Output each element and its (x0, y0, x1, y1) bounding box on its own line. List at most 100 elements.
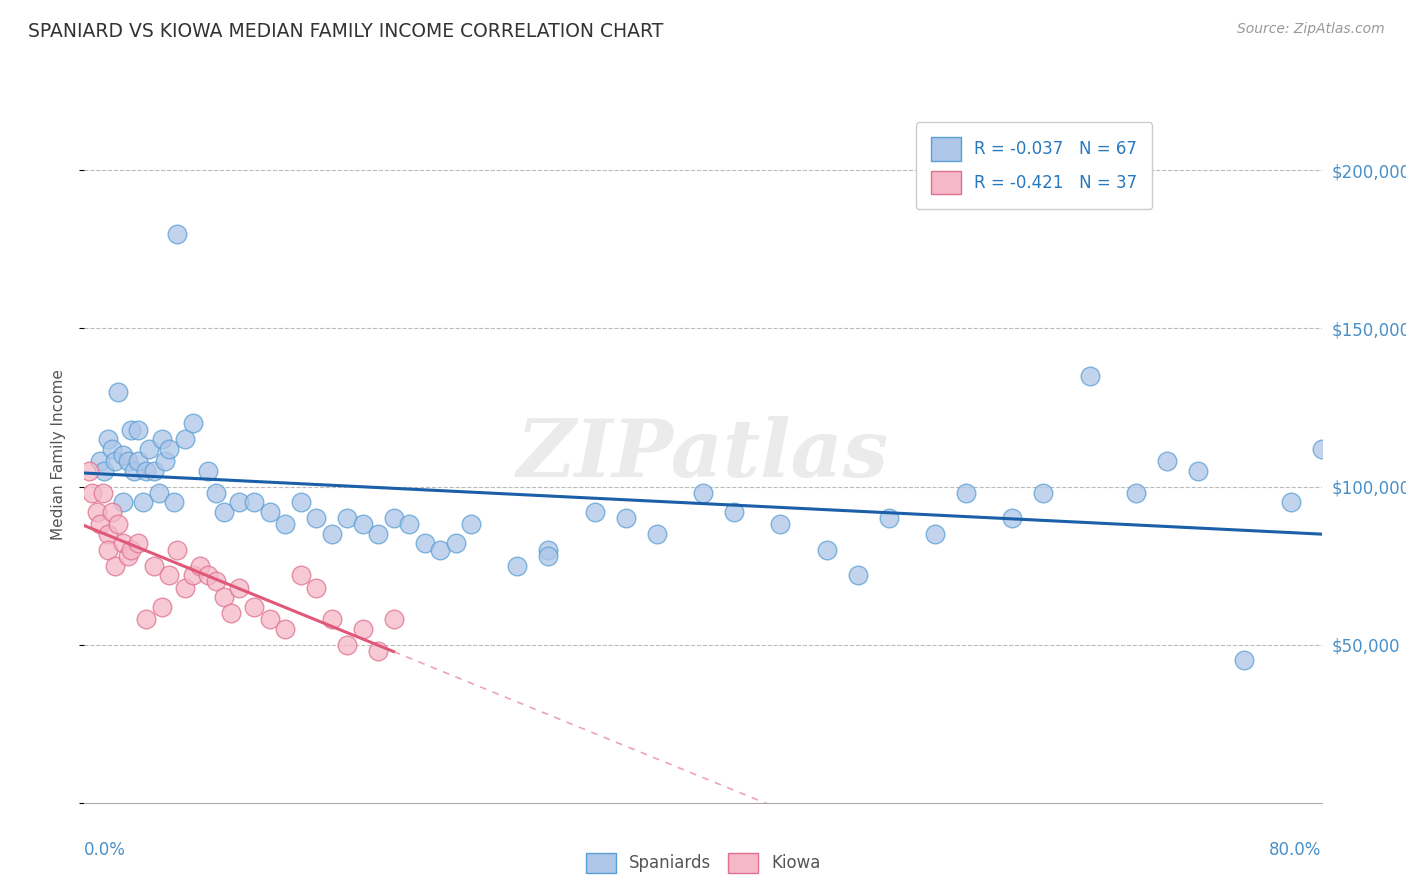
Point (107, 517, 129, 532)
Point (212, 505, 235, 519)
Point (86, 505, 108, 519)
Point (1233, 653, 1256, 667)
Point (1279, 495, 1302, 509)
Point (352, 517, 374, 532)
Point (163, 495, 186, 509)
Point (1001, 511, 1024, 525)
Point (429, 542, 451, 557)
Point (93, 464, 115, 478)
Point (197, 568, 219, 582)
Point (97, 527, 120, 541)
Point (413, 536, 436, 550)
Point (159, 568, 181, 582)
Point (1156, 454, 1178, 468)
Point (148, 486, 170, 500)
Point (243, 599, 266, 614)
Point (117, 549, 139, 563)
Point (692, 486, 714, 500)
Point (188, 558, 212, 573)
Point (117, 454, 139, 468)
Point (846, 568, 869, 582)
Point (537, 542, 560, 557)
Point (228, 581, 250, 595)
Point (150, 599, 173, 614)
Point (135, 612, 157, 626)
Point (174, 432, 197, 446)
Point (645, 527, 668, 541)
Point (153, 454, 176, 468)
Point (128, 454, 150, 468)
Point (97, 542, 120, 557)
Point (205, 574, 228, 589)
Point (1310, 442, 1333, 456)
Point (924, 527, 946, 541)
Text: Source: ZipAtlas.com: Source: ZipAtlas.com (1237, 22, 1385, 37)
Point (159, 442, 181, 456)
Legend: Spaniards, Kiowa: Spaniards, Kiowa (579, 847, 827, 880)
Point (112, 536, 135, 550)
Point (112, 448, 135, 462)
Point (769, 517, 792, 532)
Point (135, 464, 157, 478)
Text: ZIPatlas: ZIPatlas (517, 417, 889, 493)
Point (89, 454, 111, 468)
Point (321, 612, 343, 626)
Point (120, 423, 142, 437)
Point (537, 549, 560, 563)
Point (143, 558, 166, 573)
Point (77, 464, 100, 478)
Point (89, 517, 111, 532)
Point (91, 486, 114, 500)
Point (290, 568, 312, 582)
Point (352, 622, 374, 636)
Text: 80.0%: 80.0% (1270, 841, 1322, 859)
Point (104, 558, 127, 573)
Point (107, 384, 129, 399)
Point (197, 464, 219, 478)
Point (243, 495, 266, 509)
Point (143, 464, 166, 478)
Point (305, 581, 328, 595)
Point (82, 486, 104, 500)
Point (181, 568, 204, 582)
Point (290, 495, 312, 509)
Point (112, 495, 135, 509)
Point (128, 536, 150, 550)
Point (382, 612, 405, 626)
Point (1032, 486, 1054, 500)
Point (398, 517, 420, 532)
Point (166, 542, 188, 557)
Point (336, 638, 359, 652)
Point (321, 527, 343, 541)
Point (166, 227, 188, 241)
Point (305, 511, 328, 525)
Point (259, 505, 281, 519)
Point (1187, 464, 1209, 478)
Point (583, 505, 606, 519)
Point (367, 527, 389, 541)
Legend: R = -0.037   N = 67, R = -0.421   N = 37: R = -0.037 N = 67, R = -0.421 N = 37 (915, 122, 1153, 210)
Point (274, 517, 297, 532)
Point (221, 606, 243, 620)
Point (132, 495, 155, 509)
Point (460, 517, 482, 532)
Point (128, 423, 150, 437)
Point (228, 495, 250, 509)
Point (274, 622, 297, 636)
Point (181, 417, 204, 431)
Point (1078, 368, 1101, 383)
Point (122, 464, 145, 478)
Point (815, 542, 838, 557)
Text: 0.0%: 0.0% (84, 841, 127, 859)
Point (444, 536, 467, 550)
Point (101, 505, 124, 519)
Point (336, 511, 359, 525)
Text: SPANIARD VS KIOWA MEDIAN FAMILY INCOME CORRELATION CHART: SPANIARD VS KIOWA MEDIAN FAMILY INCOME C… (28, 22, 664, 41)
Point (506, 558, 529, 573)
Point (101, 442, 124, 456)
Point (614, 511, 637, 525)
Y-axis label: Median Family Income: Median Family Income (51, 369, 66, 541)
Point (212, 591, 235, 605)
Point (104, 454, 127, 468)
Point (120, 542, 142, 557)
